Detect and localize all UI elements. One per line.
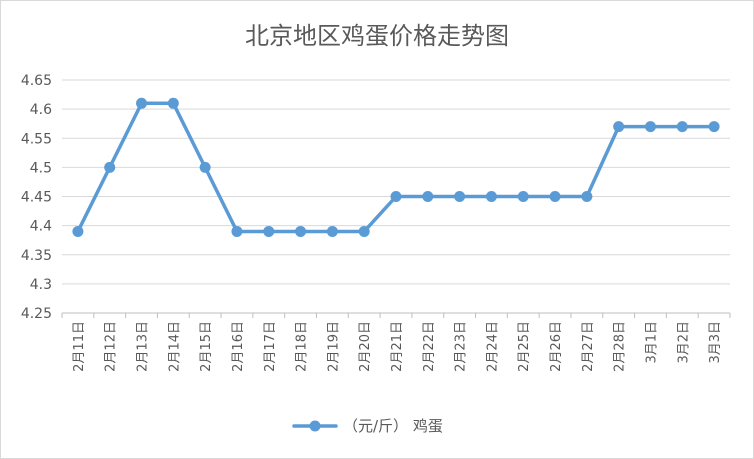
x-tick-label: 2月24日 (485, 321, 500, 372)
data-point[interactable] (199, 161, 211, 173)
legend-marker-swatch (309, 420, 321, 432)
data-point[interactable] (231, 225, 243, 237)
x-tick-label: 2月22日 (422, 321, 437, 372)
x-tick-label: 2月14日 (167, 321, 182, 372)
x-tick-label: 2月20日 (358, 321, 373, 372)
x-axis-tick-labels: 2月11日 2月12日 2月13日 2月14日 2月15日 2月16日 2月17日 2月18日… (61, 313, 731, 372)
y-tick-label: 4.55 (21, 131, 52, 147)
x-tick-label: 2月26日 (549, 321, 564, 372)
x-tick-label: 2月21日 (390, 321, 405, 372)
data-point[interactable] (517, 191, 529, 202)
y-tick-label: 4.25 (21, 306, 52, 322)
data-point[interactable] (422, 191, 434, 202)
x-tick-label: 2月17日 (263, 321, 278, 372)
series-eggs (72, 97, 720, 237)
data-point[interactable] (454, 191, 466, 202)
x-tick-label: 2月23日 (454, 321, 469, 372)
data-point[interactable] (167, 97, 179, 109)
data-point[interactable] (295, 225, 307, 237)
x-tick-label: 2月28日 (613, 321, 628, 372)
y-tick-label: 4.65 (21, 73, 52, 89)
data-point[interactable] (326, 225, 338, 237)
y-tick-label: 4.6 (30, 102, 52, 118)
y-tick-label: 4.45 (21, 190, 52, 206)
data-point[interactable] (581, 191, 593, 202)
x-tick-label: 2月25日 (517, 321, 532, 372)
data-point[interactable] (72, 225, 84, 237)
x-tick-label: 2月11日 (72, 321, 87, 372)
x-tick-label: 3月3日 (708, 321, 723, 364)
data-point[interactable] (676, 121, 688, 133)
data-point[interactable] (644, 121, 656, 133)
data-point[interactable] (708, 121, 720, 133)
data-point[interactable] (613, 121, 625, 133)
x-tick-label: 3月1日 (644, 321, 659, 364)
y-tick-label: 4.4 (30, 219, 52, 235)
x-tick-label: 2月13日 (136, 321, 151, 372)
data-point[interactable] (263, 225, 275, 237)
data-point[interactable] (104, 161, 116, 173)
y-tick-label: 4.5 (30, 160, 52, 176)
x-tick-label: 2月19日 (326, 321, 341, 372)
data-point[interactable] (358, 225, 370, 237)
x-tick-label: 2月12日 (104, 321, 119, 372)
y-axis-tick-labels: 4.25 4.3 4.35 4.4 4.45 4.5 4.55 4.6 4.65 (21, 73, 52, 322)
x-tick-label: 2月27日 (581, 321, 596, 372)
x-tick-label: 2月18日 (295, 321, 310, 372)
x-tick-label: 3月2日 (676, 321, 691, 364)
chart-title: 北京地区鸡蛋价格走势图 (245, 22, 509, 50)
y-tick-label: 4.35 (21, 248, 52, 264)
legend-entry-eggs: （元/斤） 鸡蛋 (343, 417, 443, 435)
x-tick-label: 2月15日 (199, 321, 214, 372)
data-point[interactable] (485, 191, 497, 202)
y-tick-label: 4.3 (30, 277, 52, 293)
data-point[interactable] (549, 191, 561, 202)
legend[interactable]: （元/斤） 鸡蛋 (292, 417, 443, 435)
data-point[interactable] (390, 191, 402, 202)
x-tick-label: 2月16日 (231, 321, 246, 372)
data-point[interactable] (136, 97, 148, 109)
